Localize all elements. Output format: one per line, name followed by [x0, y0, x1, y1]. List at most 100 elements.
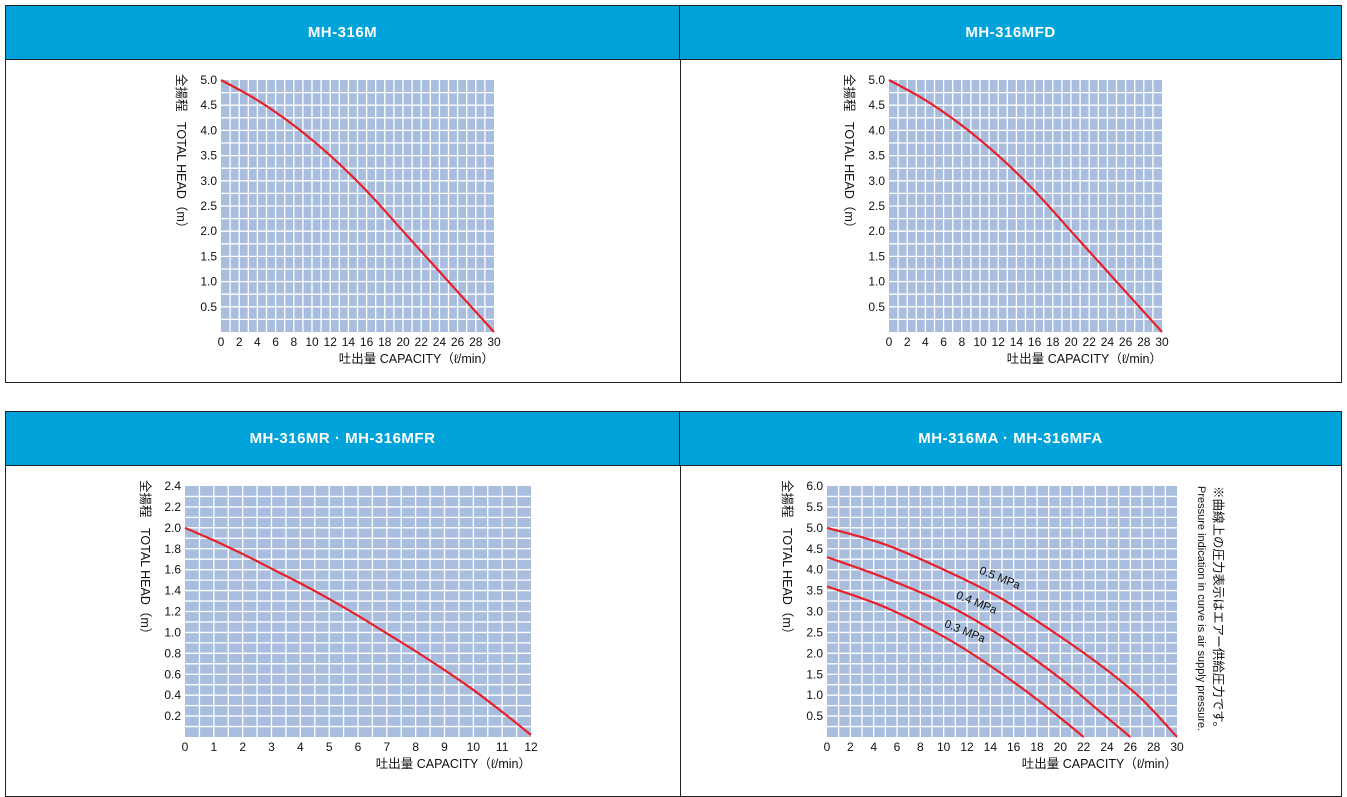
x-tick-label: 4	[254, 335, 261, 349]
x-tick-label: 18	[378, 335, 392, 349]
y-axis-label: 全揚程 TOTAL HEAD（m）	[842, 74, 857, 234]
y-tick-label: 5.5	[806, 500, 823, 514]
x-tick-label: 28	[1137, 335, 1151, 349]
x-tick-label: 12	[324, 335, 338, 349]
series-line	[826, 526, 1178, 738]
x-tick-label: 2	[904, 335, 911, 349]
x-tick-label: 20	[396, 335, 410, 349]
y-axis-label-jp: 全揚程	[842, 74, 857, 112]
x-tick-label: 22	[1083, 335, 1097, 349]
y-tick-label: 3.5	[806, 584, 823, 598]
y-axis-label-jp: 全揚程	[780, 480, 795, 518]
x-tick-label: 10	[973, 335, 987, 349]
air-pressure-note-en: Pressure indication in curve is air supp…	[1195, 486, 1207, 731]
x-tick-label: 8	[958, 335, 965, 349]
series-line	[184, 526, 532, 736]
x-tick-label: 14	[1010, 335, 1024, 349]
x-tick-label: 12	[960, 740, 974, 754]
y-axis-label-jp: 全揚程	[174, 74, 189, 112]
x-tick-label: 0	[886, 335, 893, 349]
x-tick-label: 26	[451, 335, 465, 349]
x-tick-label: 18	[1046, 335, 1060, 349]
x-tick-label: 2	[239, 740, 246, 754]
y-axis-label: 全揚程 TOTAL HEAD（m）	[174, 74, 189, 234]
y-tick-label: 2.0	[868, 224, 885, 238]
chart-mh-316m: 0.51.01.52.02.53.03.54.04.55.00 2 4 6 8 10 12 1…	[174, 73, 501, 366]
y-tick-label: 0.5	[806, 709, 823, 723]
header-mh-316ma-mfa: MH-316MA · MH-316MFA	[918, 430, 1103, 447]
x-tick-label: 8	[290, 335, 297, 349]
y-tick-label: 3.0	[806, 605, 823, 619]
series-line	[826, 556, 1132, 738]
y-axis-label-en: TOTAL HEAD（m）	[174, 122, 188, 234]
y-tick-label: 0.5	[200, 300, 217, 314]
x-tick-label: 16	[1007, 740, 1021, 754]
chart-mh-316ma-mfa: 0.51.01.52.02.53.03.54.04.55.05.56.00 2 4 6…	[780, 479, 1184, 771]
y-axis-label: 全揚程 TOTAL HEAD（m）	[138, 480, 153, 640]
x-tick-label: 28	[469, 335, 483, 349]
x-tick-label: 24	[433, 335, 447, 349]
x-tick-label: 28	[1147, 740, 1161, 754]
x-tick-label: 3	[268, 740, 275, 754]
y-tick-label: 4.5	[806, 542, 823, 556]
y-tick-label: 2.5	[200, 199, 217, 213]
x-tick-label: 6	[894, 740, 901, 754]
x-tick-label: 12	[992, 335, 1006, 349]
x-tick-label: 0	[182, 740, 189, 754]
series-line	[888, 79, 1163, 333]
y-tick-label: 1.4	[164, 584, 181, 598]
y-tick-label: 1.8	[164, 542, 181, 556]
y-tick-label: 2.0	[164, 521, 181, 535]
y-tick-label: 1.2	[164, 605, 181, 619]
bottom-panel-header: MH-316MR · MH-316MFR MH-316MA · MH-316MF…	[6, 412, 1341, 466]
y-tick-label: 3.5	[868, 149, 885, 163]
x-tick-label: 4	[297, 740, 304, 754]
air-pressure-note: ※曲線上の圧力表示はエアー供給圧力です。 Pressure indication…	[1195, 486, 1226, 734]
y-tick-label: 0.8	[164, 646, 181, 660]
x-axis-label: 吐出量 CAPACITY（ℓ/min）	[1022, 757, 1177, 771]
top-panel-header: MH-316M MH-316MFD	[6, 6, 1341, 60]
x-tick-label: 0	[218, 335, 225, 349]
x-tick-label: 0	[824, 740, 831, 754]
header-mh-316mr-mfr: MH-316MR · MH-316MFR	[6, 412, 680, 465]
x-tick-label: 30	[1155, 335, 1169, 349]
x-tick-label: 2	[847, 740, 854, 754]
y-tick-label: 2.2	[164, 500, 181, 514]
y-tick-label: 4.5	[200, 98, 217, 112]
y-axis-label: 全揚程 TOTAL HEAD（m）	[780, 480, 795, 640]
x-tick-label: 26	[1124, 740, 1138, 754]
x-axis-label: 吐出量 CAPACITY（ℓ/min）	[339, 352, 494, 366]
x-tick-label: 26	[1119, 335, 1133, 349]
y-tick-label: 4.0	[868, 123, 885, 137]
y-tick-label: 5.0	[806, 521, 823, 535]
y-tick-label: 1.5	[868, 249, 885, 263]
y-tick-label: 1.0	[164, 625, 181, 639]
y-tick-label: 4.0	[806, 563, 823, 577]
y-tick-label: 3.0	[868, 174, 885, 188]
y-tick-label: 4.5	[868, 98, 885, 112]
x-tick-label: 10	[467, 740, 481, 754]
panel-divider	[680, 466, 681, 796]
x-tick-label: 22	[1077, 740, 1091, 754]
x-tick-label: 14	[342, 335, 356, 349]
y-tick-label: 1.0	[806, 688, 823, 702]
header-mh-316m: MH-316M	[6, 6, 680, 59]
chart-mh-316mfd: 0.51.01.52.02.53.03.54.04.55.00 2 4 6 8 10 12 1…	[842, 73, 1169, 366]
x-tick-label: 10	[305, 335, 319, 349]
y-tick-label: 3.0	[200, 174, 217, 188]
header-mh-316mfd: MH-316MFD	[965, 24, 1056, 41]
x-tick-label: 24	[1101, 335, 1115, 349]
panel-divider	[680, 60, 681, 382]
x-tick-label: 8	[412, 740, 419, 754]
y-tick-label: 2.5	[868, 199, 885, 213]
x-tick-label: 20	[1064, 335, 1078, 349]
y-axis-label-jp: 全揚程	[138, 480, 153, 518]
y-tick-label: 2.4	[164, 479, 181, 493]
y-axis-label-en: TOTAL HEAD（m）	[780, 528, 794, 640]
x-tick-label: 2	[236, 335, 243, 349]
y-tick-label: 0.4	[164, 688, 181, 702]
y-tick-label: 5.0	[200, 73, 217, 87]
y-tick-label: 2.0	[200, 224, 217, 238]
x-tick-label: 24	[1100, 740, 1114, 754]
x-tick-label: 9	[441, 740, 448, 754]
